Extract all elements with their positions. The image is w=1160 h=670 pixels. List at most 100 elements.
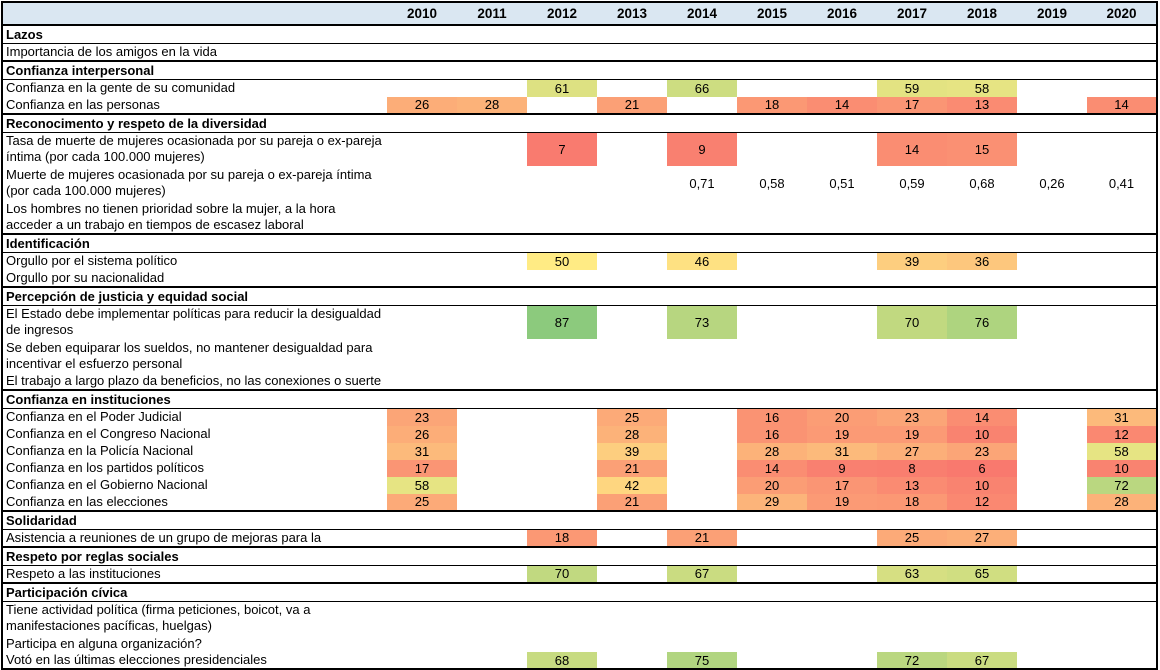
value-cell — [737, 601, 807, 635]
section-title: Confianza interpersonal — [2, 60, 1157, 80]
value-cell: 50 — [527, 252, 597, 270]
value-cell: 17 — [807, 476, 877, 494]
section-title: Confianza en instituciones — [2, 389, 1157, 409]
value-cell — [807, 44, 877, 62]
value-cell — [1087, 339, 1157, 373]
value-cell: 17 — [387, 459, 457, 477]
table-row: Confianza en la gente de su comunidad 61 6… — [2, 79, 1157, 97]
value-cell: 72 — [877, 652, 947, 669]
value-cell — [737, 270, 807, 287]
value-cell: 18 — [737, 96, 807, 114]
value-cell — [387, 253, 457, 270]
value-cell: 0,68 — [969, 175, 995, 191]
section-title: Percepción de justicia y equidad social — [2, 285, 1157, 306]
value-cell — [527, 44, 597, 62]
value-cell: 0,59 — [899, 175, 925, 191]
value-cell — [1087, 270, 1157, 287]
value-cell — [387, 44, 457, 62]
row-label: Importancia de los amigos en la vida — [6, 44, 218, 59]
value-cell — [1017, 373, 1087, 390]
value-cell — [457, 652, 527, 669]
value-cell — [947, 200, 1017, 234]
value-cell — [807, 635, 877, 652]
value-cell — [807, 253, 877, 270]
row-label: Confianza en el Poder Judicial — [6, 409, 182, 425]
value-cell — [1087, 373, 1157, 390]
value-cell — [1087, 601, 1157, 635]
value-cell — [667, 44, 737, 62]
row-label: Confianza en la gente de su comunidad — [6, 80, 236, 96]
row-label: El Estado debe implementar políticas par… — [6, 306, 382, 338]
value-cell: 14 — [947, 408, 1017, 426]
value-cell — [737, 253, 807, 270]
value-cell: 58 — [387, 476, 457, 494]
value-cell — [1017, 443, 1087, 460]
value-cell — [457, 409, 527, 426]
value-cell — [807, 305, 877, 339]
value-cell — [737, 44, 807, 62]
value-cell: 10 — [947, 476, 1017, 494]
value-cell — [1017, 339, 1087, 373]
value-cell: 9 — [807, 459, 877, 477]
value-cell: 28 — [1087, 493, 1157, 511]
table-row: El trabajo a largo plazo da beneficios, … — [2, 373, 1157, 390]
value-cell — [877, 200, 947, 234]
value-cell: 0,58 — [759, 175, 785, 191]
year-header: 2020 — [1087, 2, 1157, 26]
row-label: Orgullo por su nacionalidad — [6, 269, 165, 285]
value-cell: 61 — [527, 79, 597, 97]
value-cell: 87 — [527, 305, 597, 339]
value-cell: 23 — [947, 442, 1017, 460]
value-cell — [597, 132, 667, 166]
value-cell — [667, 494, 737, 511]
value-cell — [457, 477, 527, 494]
value-cell — [667, 443, 737, 460]
row-label: Confianza en los partidos políticos — [6, 460, 205, 475]
value-cell: 23 — [387, 408, 457, 426]
value-cell — [457, 565, 527, 583]
value-cell: 21 — [597, 96, 667, 114]
value-cell: 19 — [807, 425, 877, 443]
value-cell — [457, 200, 527, 234]
value-cell — [527, 97, 597, 114]
value-cell — [947, 339, 1017, 373]
value-cell — [457, 44, 527, 62]
value-cell — [597, 652, 667, 669]
value-cell — [667, 477, 737, 494]
value-cell — [457, 270, 527, 287]
section-row: Respeto por reglas sociales — [2, 545, 1157, 566]
value-cell — [1087, 635, 1157, 652]
value-cell: 28 — [597, 425, 667, 443]
value-cell: 0,26 — [1039, 175, 1065, 191]
value-cell — [737, 200, 807, 234]
value-cell: 7 — [527, 132, 597, 166]
value-cell: 42 — [597, 476, 667, 494]
value-cell — [527, 460, 597, 477]
year-header: 2011 — [457, 2, 527, 26]
section-row: Lazos — [2, 24, 1157, 44]
section-row: Solidaridad — [2, 509, 1157, 530]
value-cell: 0,51 — [829, 175, 855, 191]
value-cell: 19 — [877, 425, 947, 443]
value-cell — [737, 373, 807, 390]
year-header: 2018 — [947, 2, 1017, 26]
value-cell — [387, 200, 457, 234]
table-row: Orgullo por su nacionalidad — [2, 270, 1157, 287]
value-cell — [387, 80, 457, 97]
value-cell — [737, 305, 807, 339]
value-cell: 58 — [947, 79, 1017, 97]
section-title: Solidaridad — [2, 509, 1157, 530]
value-cell — [807, 373, 877, 390]
table-row: Orgullo por el sistema político 50 46 39 36 — [2, 252, 1157, 270]
value-cell — [877, 601, 947, 635]
value-cell — [1017, 529, 1087, 547]
value-cell — [877, 635, 947, 652]
value-cell — [527, 409, 597, 426]
value-cell: 20 — [737, 476, 807, 494]
table-row: El Estado debe implementar políticas par… — [2, 305, 1157, 339]
value-cell: 10 — [947, 425, 1017, 443]
value-cell — [527, 477, 597, 494]
value-cell — [1017, 97, 1087, 114]
value-cell: 18 — [527, 529, 597, 547]
